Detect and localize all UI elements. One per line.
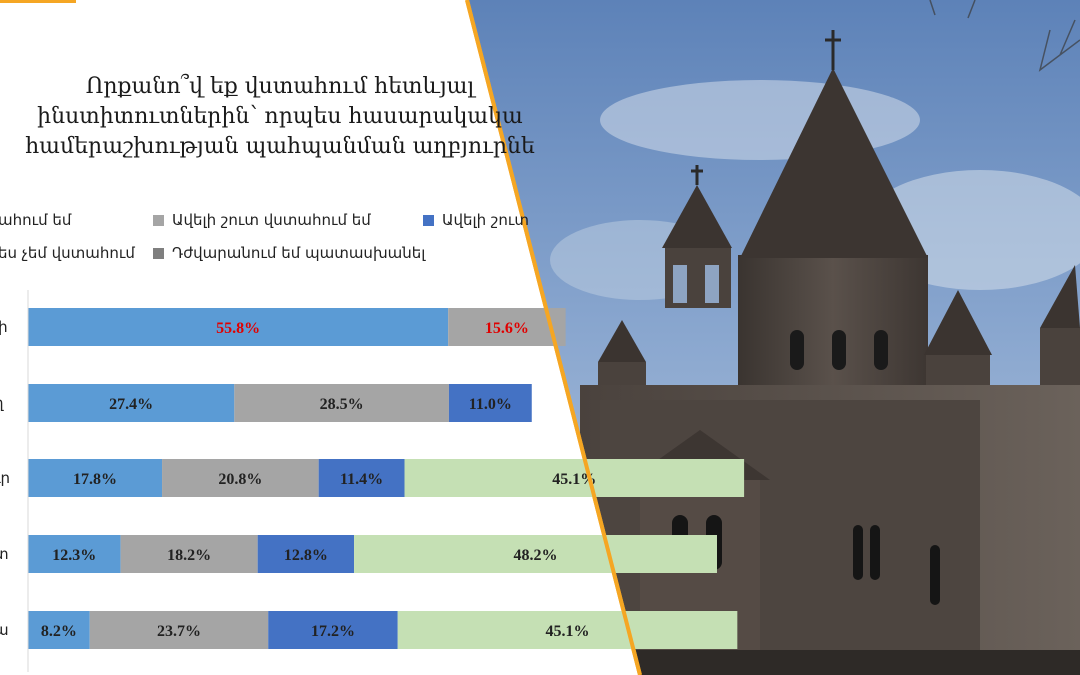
category-label-1: լի (0, 318, 8, 336)
bar-row3-series3 (318, 459, 405, 497)
main-dome (740, 68, 928, 258)
bar-row3-series1 (28, 459, 163, 497)
data-label-row4-series1: 12.3% (52, 547, 96, 564)
data-label-row3-series3: 11.4% (340, 471, 383, 488)
data-label-row5-series4: 45.1% (546, 623, 590, 640)
legend-label-1: ահում եմ (0, 211, 72, 229)
legend-label-5: Դժվարանում եմ պատասխանել (172, 244, 426, 262)
bar-row5-series2 (89, 611, 269, 649)
data-label-row5-series1: 8.2% (41, 623, 77, 640)
bar-row5-series4 (397, 611, 738, 649)
data-label-row4-series4: 48.2% (514, 547, 558, 564)
bar-row3-series4 (404, 459, 745, 497)
legend-swatch-5 (153, 247, 164, 259)
legend-item-1: ահում եմ (0, 211, 71, 229)
legend-label-3: Ավելի շուտ (442, 211, 529, 229)
legend-label-2: Ավելի շուտ վստահում եմ (172, 211, 371, 229)
legend-item-5: Դժվարանում եմ պատասխանել (153, 244, 425, 262)
legend-swatch-3 (423, 214, 434, 226)
bar-row5-series1 (28, 611, 90, 649)
bar-row1-series1 (28, 308, 449, 346)
data-label-row4-series3: 12.8% (284, 547, 328, 564)
category-label-4: տ (0, 545, 9, 563)
bar-row2-series3 (448, 384, 532, 422)
data-label-row2-series3: 11.0% (469, 396, 512, 413)
data-label-row3-series4: 45.1% (552, 471, 596, 488)
category-label-3: ւր (0, 469, 11, 487)
bar-row2-series2 (234, 384, 449, 422)
legend-item-2: Ավելի շուտ վստահում եմ (153, 211, 371, 229)
legend-label-4: ես չեմ վստահում (0, 244, 135, 262)
legend-swatch-2 (153, 214, 164, 226)
bar-row5-series3 (268, 611, 398, 649)
data-label-row5-series3: 17.2% (311, 623, 355, 640)
data-label-row2-series1: 27.4% (109, 396, 153, 413)
bar-row3-series2 (162, 459, 319, 497)
data-label-row1-series2: 15.6% (485, 320, 529, 337)
branches (929, 0, 1080, 72)
legend-item-3: Ավելի շուտ (423, 211, 529, 229)
data-label-row2-series2: 28.5% (320, 396, 364, 413)
chart-title: Որքանո՞վ եք վստահում հետևյալ ինստիտուտնե… (20, 72, 540, 162)
stacked-bar-chart: 55.8% 15.6% 27.4% 28.5% 11.0% 17.8% 20.8% 11.4%… (28, 308, 745, 649)
data-label-row3-series1: 17.8% (73, 471, 117, 488)
legend-item-4: ես չեմ վստահում (0, 244, 135, 262)
bar-row4-series3 (257, 535, 355, 573)
category-label-2: ղ (0, 394, 4, 412)
category-label-5: ա (0, 621, 9, 639)
title-line-3: համերաշխության պահպանման աղբյուրնե (25, 134, 535, 159)
bar-row4-series4 (354, 535, 717, 573)
bar-row2-series1 (28, 384, 235, 422)
bar-row4-series1 (28, 535, 121, 573)
data-label-row3-series2: 20.8% (218, 471, 262, 488)
title-line-2: ինստիտուտներին՝ որպես հասարակակա (37, 104, 523, 129)
title-line-1: Որքանո՞վ եք վստահում հետևյալ (85, 74, 475, 99)
bar-row4-series2 (120, 535, 258, 573)
data-label-row4-series2: 18.2% (167, 547, 211, 564)
data-label-row5-series2: 23.7% (157, 623, 201, 640)
data-label-row1-series1: 55.8% (216, 320, 260, 337)
